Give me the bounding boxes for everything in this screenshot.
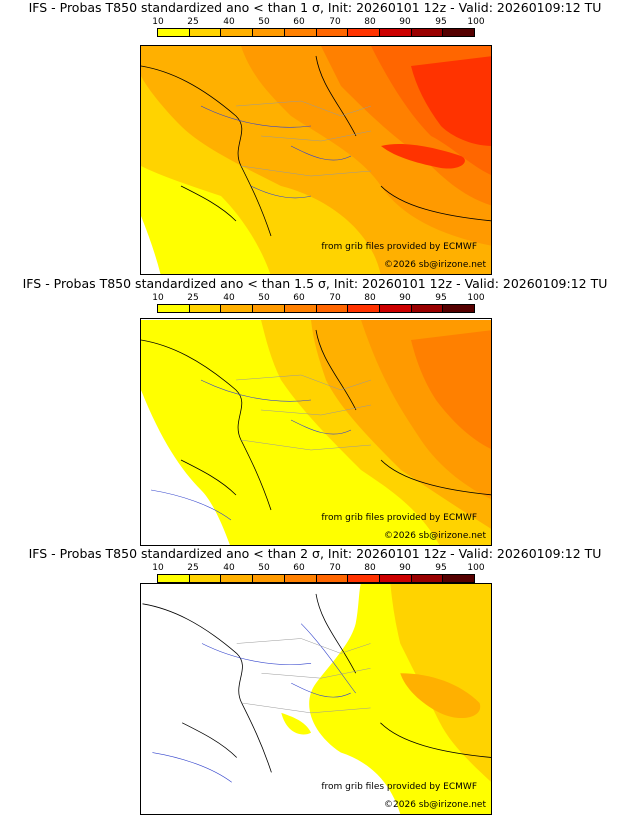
scale-label: 90 (399, 563, 411, 573)
source-credit: from grib files provided by ECMWF (321, 782, 477, 792)
scale-label: 40 (223, 563, 235, 573)
scale-label: 70 (329, 563, 341, 573)
panel-1sigma: IFS - Probas T850 standardized ano < tha… (0, 0, 630, 276)
scale-label: 70 (329, 293, 341, 303)
probability-map: from grib files provided by ECMWF ©2026 … (140, 45, 492, 275)
scale-swatch (284, 575, 317, 582)
scale-label: 90 (399, 293, 411, 303)
scale-label: 80 (364, 563, 376, 573)
copyright-credit: ©2026 sb@irizone.net (384, 260, 486, 270)
scale-label: 40 (223, 17, 235, 27)
scale-label: 50 (258, 17, 270, 27)
source-credit: from grib files provided by ECMWF (321, 513, 477, 523)
scale-label: 60 (293, 293, 305, 303)
probability-map: from grib files provided by ECMWF ©2026 … (140, 318, 492, 546)
scale-swatch (221, 575, 254, 582)
scale-swatch (348, 575, 380, 582)
copyright-credit: ©2026 sb@irizone.net (384, 800, 486, 810)
scale-label: 100 (467, 293, 485, 303)
scale-label: 25 (187, 293, 199, 303)
scale-label: 95 (435, 293, 447, 303)
scale-swatch (189, 29, 222, 36)
scale-label: 100 (467, 17, 485, 27)
panel-title: IFS - Probas T850 standardized ano < tha… (28, 546, 602, 561)
scale-swatch (189, 575, 222, 582)
scale-swatch (379, 305, 412, 312)
scale-swatch (316, 29, 349, 36)
scale-swatch (443, 305, 475, 312)
scale-label: 10 (152, 293, 164, 303)
probability-map: from grib files provided by ECMWF ©2026 … (140, 583, 492, 815)
scale-swatch (253, 29, 285, 36)
scale-label: 10 (152, 17, 164, 27)
scale-swatch (443, 29, 475, 36)
scale-swatch (411, 575, 444, 582)
source-credit: from grib files provided by ECMWF (321, 242, 477, 252)
scale-swatch (158, 305, 190, 312)
scale-label: 80 (364, 17, 376, 27)
map-image (142, 584, 491, 814)
scale-label: 100 (467, 563, 485, 573)
scale-swatch (158, 575, 190, 582)
scale-label: 90 (399, 17, 411, 27)
scale-swatch (316, 305, 349, 312)
color-scale-bar (157, 28, 475, 37)
scale-swatch (379, 575, 412, 582)
scale-label: 25 (187, 17, 199, 27)
scale-swatch (316, 575, 349, 582)
scale-label: 10 (152, 563, 164, 573)
color-scale-bar (157, 574, 475, 583)
panel-title: IFS - Probas T850 standardized ano < tha… (28, 0, 602, 15)
color-scale-labels: 10 25 40 50 60 70 80 90 95 100 (150, 563, 485, 574)
scale-swatch (253, 305, 285, 312)
panel-1-5sigma: IFS - Probas T850 standardized ano < tha… (0, 276, 630, 546)
color-scale-labels: 10 25 40 50 60 70 80 90 95 100 (150, 293, 485, 304)
panel-2sigma: IFS - Probas T850 standardized ano < tha… (0, 546, 630, 828)
scale-label: 40 (223, 293, 235, 303)
scale-swatch (411, 29, 444, 36)
color-scale-labels: 10 25 40 50 60 70 80 90 95 100 (150, 17, 485, 28)
scale-label: 50 (258, 293, 270, 303)
scale-swatch (189, 305, 222, 312)
map-image (141, 46, 491, 274)
panel-title: IFS - Probas T850 standardized ano < tha… (22, 276, 608, 291)
scale-swatch (443, 575, 475, 582)
scale-label: 70 (329, 17, 341, 27)
scale-label: 50 (258, 563, 270, 573)
scale-label: 95 (435, 17, 447, 27)
scale-swatch (411, 305, 444, 312)
scale-label: 60 (293, 17, 305, 27)
scale-label: 80 (364, 293, 376, 303)
scale-swatch (284, 29, 317, 36)
color-scale-bar (157, 304, 475, 313)
scale-swatch (379, 29, 412, 36)
scale-swatch (284, 305, 317, 312)
scale-swatch (348, 305, 380, 312)
map-image (141, 320, 491, 545)
copyright-credit: ©2026 sb@irizone.net (384, 531, 486, 541)
scale-swatch (348, 29, 380, 36)
scale-label: 95 (435, 563, 447, 573)
scale-swatch (253, 575, 285, 582)
scale-swatch (221, 29, 254, 36)
scale-swatch (221, 305, 254, 312)
scale-swatch (158, 29, 190, 36)
scale-label: 25 (187, 563, 199, 573)
scale-label: 60 (293, 563, 305, 573)
